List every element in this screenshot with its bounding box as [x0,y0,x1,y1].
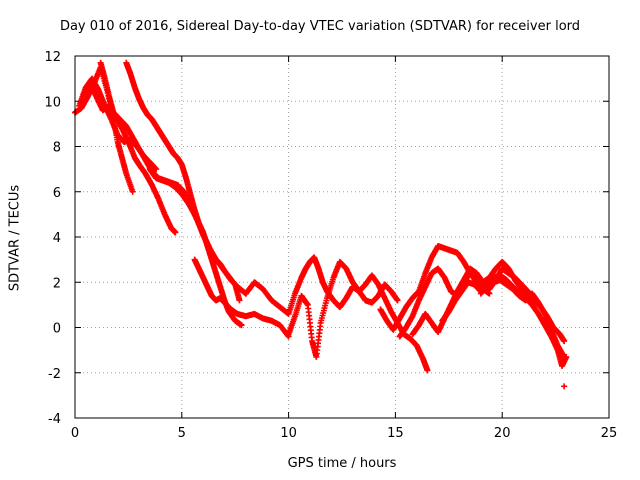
data-points [72,59,570,390]
y-tick-label: 4 [53,231,61,246]
y-tick-label: -4 [48,412,61,427]
data-point [561,383,568,390]
data-point [129,188,136,195]
x-tick-label: 10 [280,426,297,441]
y-tick-label: 10 [44,95,61,110]
data-point [172,229,179,236]
data-point [394,297,401,304]
x-tick-label: 25 [601,426,618,441]
chart-title: Day 010 of 2016, Sidereal Day-to-day VTE… [59,19,581,34]
data-point [236,297,243,304]
axis-ticks: 0 5 10 15 20 25 -4 -2 0 2 4 6 8 10 12 [44,50,617,441]
data-point [424,367,431,374]
grid [75,56,609,418]
x-tick-label: 5 [178,426,186,441]
x-axis-label: GPS time / hours [287,456,397,471]
y-tick-label: 2 [53,276,61,291]
x-tick-label: 15 [387,426,404,441]
y-tick-label: 0 [53,322,61,337]
data-point [563,353,570,360]
plot-frame [74,55,610,419]
y-tick-label: 12 [44,50,61,65]
data-point [153,166,160,173]
x-tick-label: 0 [71,426,79,441]
data-point [561,338,568,345]
data-point [238,322,245,329]
x-tick-label: 20 [494,426,511,441]
y-tick-label: -2 [48,367,61,382]
y-tick-label: 8 [53,141,61,156]
y-tick-label: 6 [53,186,61,201]
